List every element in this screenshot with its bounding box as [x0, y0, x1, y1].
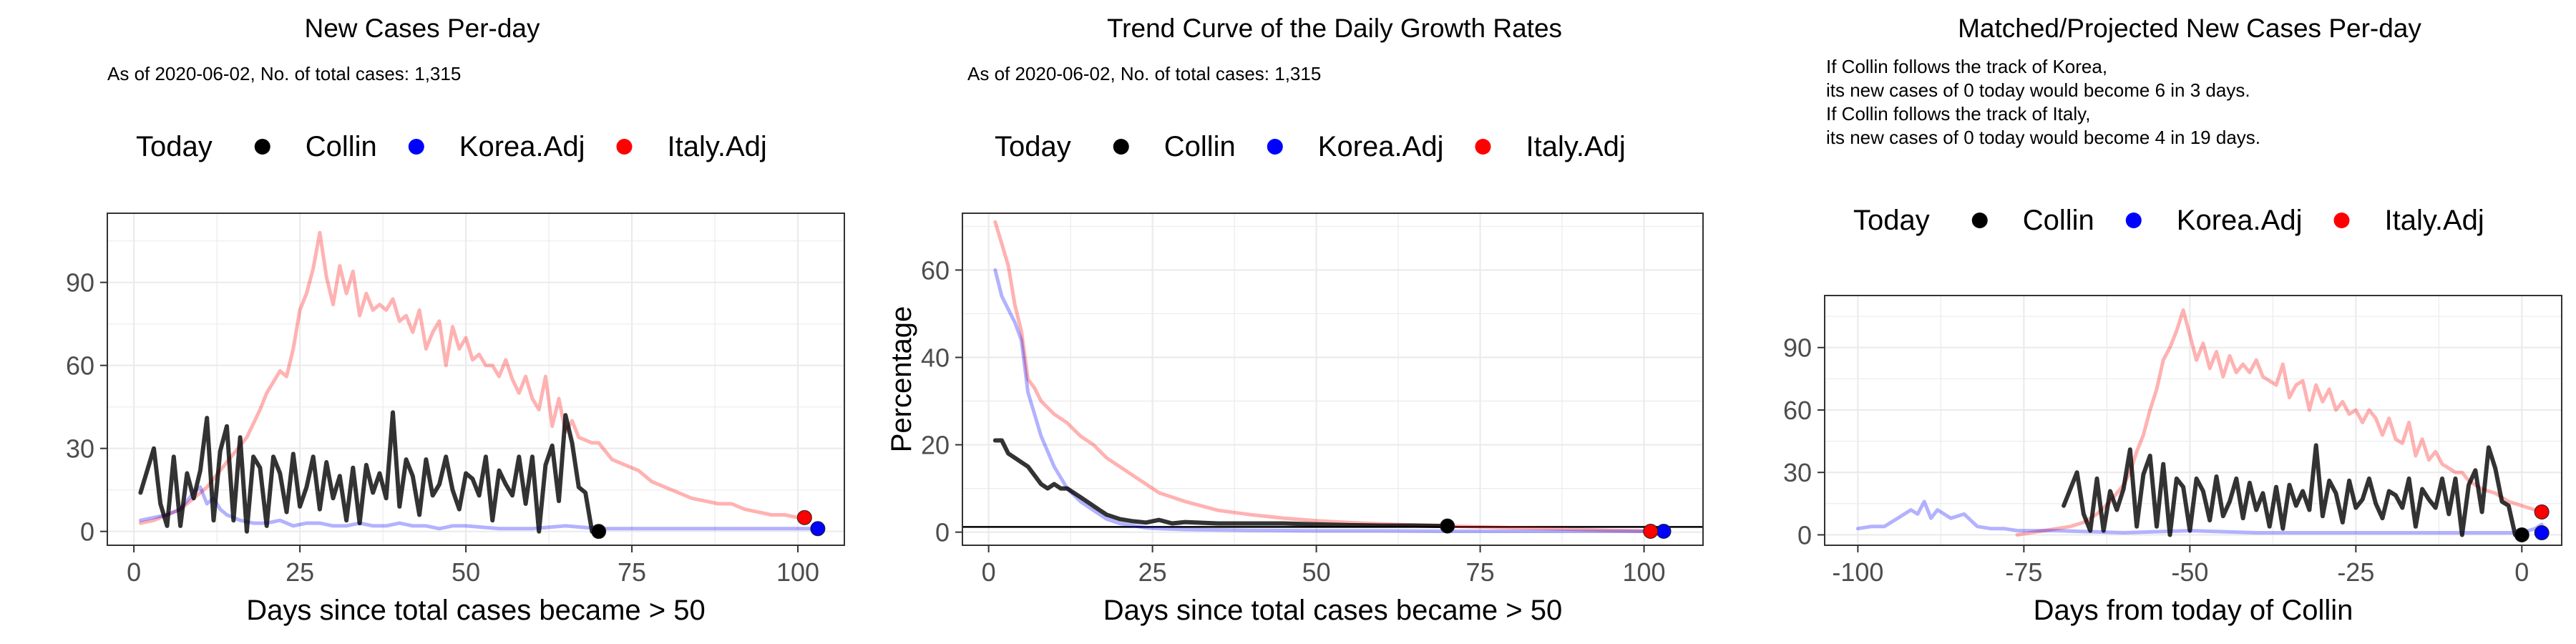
plot-border	[962, 213, 1704, 546]
chart-subtitle: As of 2020-06-02, No. of total cases: 1,…	[967, 63, 1321, 84]
y-tick-label: 0	[1797, 520, 1812, 550]
y-tick-label: 60	[1783, 396, 1812, 425]
chart-note-4: its new cases of 0 today would become 4 …	[1826, 127, 2260, 148]
today-point-collin	[2514, 527, 2529, 542]
series-lines	[138, 230, 820, 534]
series-line-collin	[992, 438, 1450, 529]
chart-note-3: If Collin follows the track of Italy,	[1826, 103, 2090, 125]
x-tick-label: 0	[982, 557, 996, 587]
chart-title: New Cases Per-day	[304, 14, 540, 43]
today-point-italy-adj	[1643, 523, 1659, 539]
x-axis-label: Days since total cases became > 50	[1103, 595, 1562, 626]
series-line-collin	[2062, 443, 2524, 537]
legend-key-italy-adj	[2333, 213, 2350, 228]
x-tick-label: -75	[2005, 557, 2042, 587]
y-tick-label: 30	[1783, 458, 1812, 487]
legend-title: Today	[995, 131, 1071, 162]
y-axis-label: Percentage	[886, 306, 917, 453]
y-tick-label: 60	[921, 255, 950, 285]
series-lines	[992, 220, 1666, 533]
x-tick-label: 75	[1466, 557, 1495, 587]
chart-panel-1: New Cases Per-day As of 2020-06-02, No. o…	[66, 14, 845, 626]
legend-key-korea-adj	[2125, 213, 2142, 228]
chart-panel-2: Trend Curve of the Daily Growth Rates As …	[886, 14, 1704, 626]
y-tick-label: 0	[80, 517, 94, 547]
x-tick-label: -25	[2337, 557, 2374, 587]
legend-label: Korea.Adj	[2177, 205, 2303, 236]
y-tick-label: 90	[1783, 333, 1812, 363]
legend-key-italy-adj	[616, 139, 633, 155]
x-tick-label: 50	[452, 557, 480, 587]
x-axis-label: Days from today of Collin	[2034, 595, 2353, 626]
x-tick-label: -100	[1832, 557, 1883, 587]
x-tick-label: 25	[1138, 557, 1167, 587]
legend-label: Collin	[1164, 131, 1236, 162]
chart-legend: Today Collin Korea.Adj Italy.Adj	[995, 131, 1626, 162]
today-point-italy-adj	[796, 509, 812, 525]
legend-title: Today	[1853, 205, 1930, 236]
legend-label: Collin	[2023, 205, 2094, 236]
y-tick-label: 40	[921, 343, 950, 372]
series-line-korea-adj	[993, 268, 1666, 533]
plot-background	[962, 213, 1703, 545]
x-tick-label: 0	[2514, 557, 2529, 587]
today-point-collin	[1440, 518, 1455, 534]
legend-key-collin	[1113, 139, 1129, 155]
series-line-italy-adj	[2015, 308, 2544, 537]
chart-note-2: its new cases of 0 today would become 6 …	[1826, 79, 2250, 101]
today-point-korea-adj	[810, 521, 826, 537]
chart-legend: Today Collin Korea.Adj Italy.Adj	[136, 131, 767, 162]
chart-title: Trend Curve of the Daily Growth Rates	[1107, 14, 1562, 43]
y-tick-label: 60	[66, 351, 94, 381]
legend-key-collin	[254, 139, 270, 155]
series-line-collin	[138, 410, 601, 534]
x-tick-label: -50	[2171, 557, 2208, 587]
plot-border	[1824, 295, 2562, 546]
series-line-italy-adj	[993, 220, 1653, 533]
series-line-italy-adj	[138, 230, 800, 525]
legend-label: Korea.Adj	[459, 131, 585, 162]
chart-title: Matched/Projected New Cases Per-day	[1958, 14, 2421, 43]
legend-key-italy-adj	[1475, 139, 1491, 155]
series-lines	[1855, 308, 2544, 537]
x-axis-label: Days since total cases became > 50	[246, 595, 705, 626]
x-tick-label: 25	[286, 557, 314, 587]
x-tick-label: 100	[1623, 557, 1666, 587]
x-tick-label: 75	[618, 557, 646, 587]
legend-key-korea-adj	[408, 139, 424, 155]
legend-title: Today	[136, 131, 213, 162]
legend-label: Italy.Adj	[1526, 131, 1625, 162]
x-tick-label: 100	[776, 557, 819, 587]
y-tick-label: 20	[921, 431, 950, 460]
x-tick-label: 0	[127, 557, 141, 587]
y-tick-label: 0	[935, 518, 950, 547]
chart-panel-3: Matched/Projected New Cases Per-day If Co…	[1783, 14, 2562, 626]
today-point-korea-adj	[2534, 525, 2550, 541]
today-point-korea-adj	[1656, 523, 1672, 539]
legend-key-collin	[1971, 213, 1988, 228]
y-tick-label: 90	[66, 268, 94, 298]
y-tick-label: 30	[66, 434, 94, 464]
legend-label: Collin	[306, 131, 377, 162]
plot-grid	[962, 213, 1703, 545]
today-point-collin	[591, 524, 607, 540]
x-tick-label: 50	[1302, 557, 1331, 587]
chart-note-1: If Collin follows the track of Korea,	[1826, 56, 2107, 77]
plot-border	[107, 213, 845, 546]
chart-legend: Today Collin Korea.Adj Italy.Adj	[1853, 205, 2484, 236]
legend-label: Italy.Adj	[2384, 205, 2484, 236]
legend-label: Italy.Adj	[667, 131, 766, 162]
today-point-italy-adj	[2534, 504, 2550, 519]
chart-subtitle: As of 2020-06-02, No. of total cases: 1,…	[107, 63, 461, 84]
legend-label: Korea.Adj	[1318, 131, 1444, 162]
legend-key-korea-adj	[1267, 139, 1283, 155]
